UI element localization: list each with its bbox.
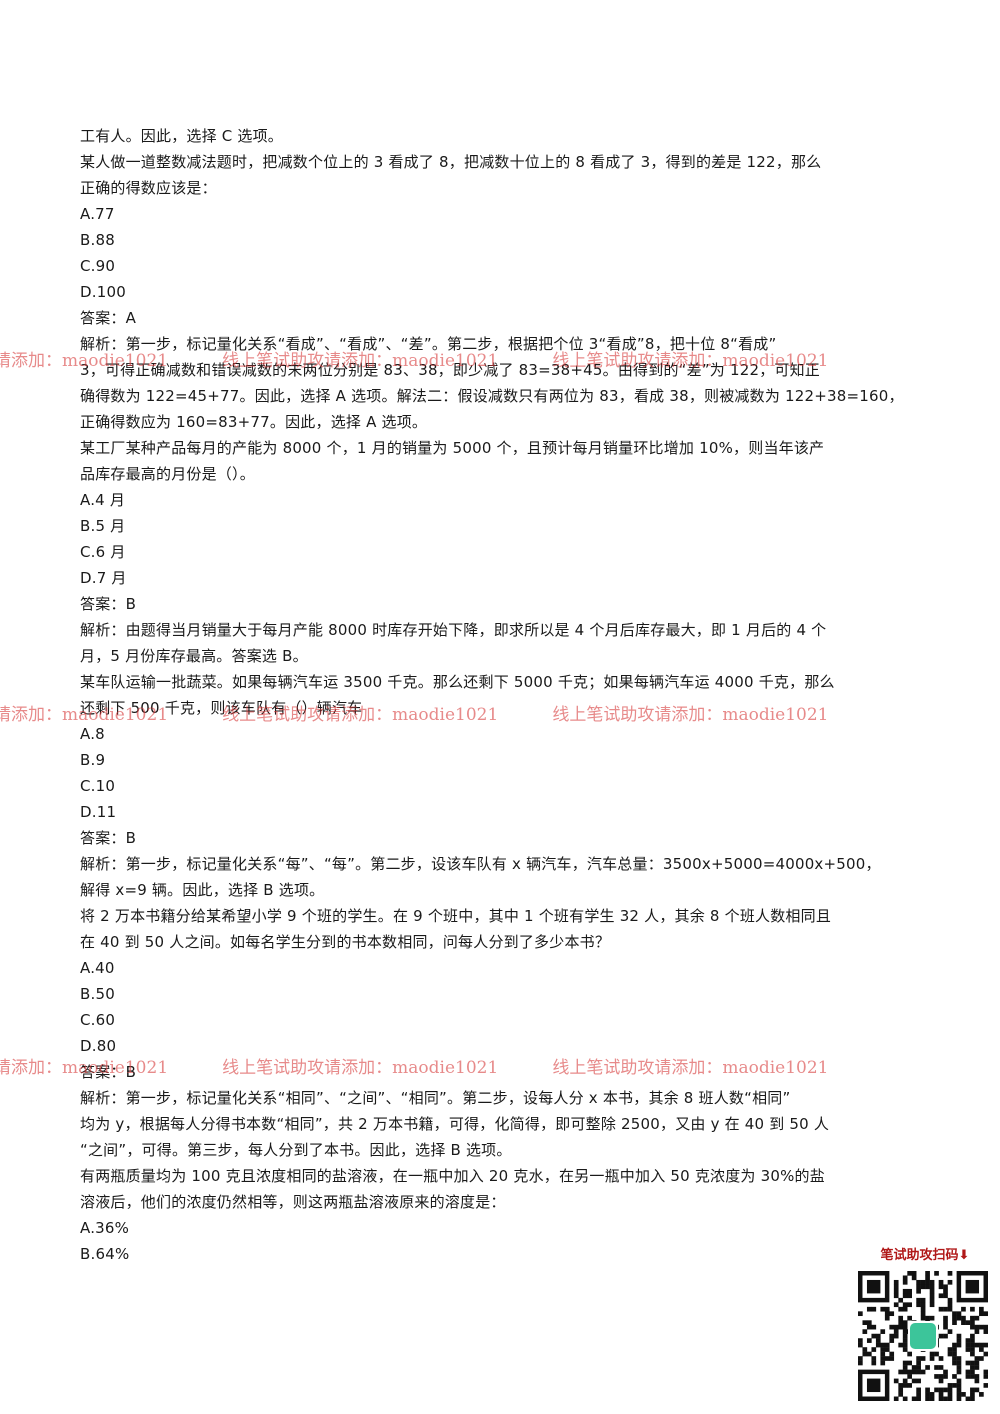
text-line: 还剩下 500 千克，则该车队有（）辆汽车: [80, 699, 363, 717]
answer-line: 答案：B: [80, 829, 137, 847]
text-line: 月，5 月份库存最高。答案选 B。: [80, 647, 308, 665]
option-line: A.40: [80, 959, 115, 977]
text-line: 解析：第一步，标记量化关系“每”、“每”。第二步，设该车队有 x 辆汽车，汽车总…: [80, 855, 881, 873]
text-line: 某车队运输一批蔬菜。如果每辆汽车运 3500 千克。那么还剩下 5000 千克；…: [80, 673, 835, 691]
text-line: 解析：第一步，标记量化关系“相同”、“之间”、“相同”。第二步，设每人分 x 本…: [80, 1089, 791, 1107]
option-line: A.8: [80, 725, 105, 743]
text-line: 将 2 万本书籍分给某希望小学 9 个班的学生。在 9 个班中，其中 1 个班有…: [80, 907, 832, 925]
text-line: 均为 y，根据每人分得书本数“相同”，共 2 万本书籍，可得，化简得，即可整除 …: [80, 1115, 830, 1133]
text-line: “之间”，可得。第三步，每人分到了本书。因此，选择 B 选项。: [80, 1141, 512, 1159]
answer-line: 答案：B: [80, 595, 137, 613]
text-line: 解析：第一步，标记量化关系“看成”、“看成”、“差”。第二步，根据把个位 3“看…: [80, 335, 777, 353]
text-line: 解析：由题得当月销量大于每月产能 8000 时库存开始下降，即求所以是 4 个月…: [80, 621, 827, 639]
option-line: A.77: [80, 205, 115, 223]
answer-line: 答案：A: [80, 309, 137, 327]
option-line: B.5 月: [80, 517, 126, 535]
qr-code-image: [858, 1271, 988, 1401]
option-line: B.64%: [80, 1245, 130, 1263]
text-line: 3，可得正确减数和错误减数的末两位分别是 83、38，即少减了 83=38+45…: [80, 361, 820, 379]
option-line: C.60: [80, 1011, 116, 1029]
answer-line: 答案：B: [80, 1063, 137, 1081]
document-body: 工有人。因此，选择 C 选项。 某人做一道整数减法题时，把减数个位上的 3 看成…: [80, 123, 915, 1267]
option-line: C.10: [80, 777, 116, 795]
option-line: C.6 月: [80, 543, 126, 561]
text-line: 工有人。因此，选择 C 选项。: [80, 127, 284, 145]
option-line: B.9: [80, 751, 106, 769]
qr-caption: 笔试助攻扫码⬇: [880, 1248, 970, 1263]
option-line: D.7 月: [80, 569, 127, 587]
text-line: 在 40 到 50 人之间。如每名学生分到的书本数相同，问每人分到了多少本书？: [80, 933, 611, 951]
text-line: 有两瓶质量均为 100 克且浓度相同的盐溶液，在一瓶中加入 20 克水，在另一瓶…: [80, 1167, 825, 1185]
option-line: B.50: [80, 985, 115, 1003]
text-line: 某人做一道整数减法题时，把减数个位上的 3 看成了 8，把减数十位上的 8 看成…: [80, 153, 822, 171]
text-line: 确得数为 122=45+77。因此，选择 A 选项。解法二：假设减数只有两位为 …: [80, 387, 904, 405]
option-line: C.90: [80, 257, 116, 275]
option-line: B.88: [80, 231, 115, 249]
text-line: 品库存最高的月份是（）。: [80, 465, 255, 483]
text-line: 正确得数应为 160=83+77。因此，选择 A 选项。: [80, 413, 428, 431]
option-line: D.11: [80, 803, 117, 821]
option-line: A.4 月: [80, 491, 126, 509]
option-line: D.80: [80, 1037, 117, 1055]
text-line: 某工厂某种产品每月的产能为 8000 个，1 月的销量为 5000 个，且预计每…: [80, 439, 825, 457]
text-line: 溶液后，他们的浓度仍然相等，则这两瓶盐溶液原来的溶度是：: [80, 1193, 506, 1211]
text-line: 正确的得数应该是：: [80, 179, 217, 197]
text-line: 解得 x=9 辆。因此，选择 B 选项。: [80, 881, 325, 899]
option-line: D.100: [80, 283, 126, 301]
qr-section: 笔试助攻扫码⬇: [858, 1245, 992, 1401]
option-line: A.36%: [80, 1219, 130, 1237]
